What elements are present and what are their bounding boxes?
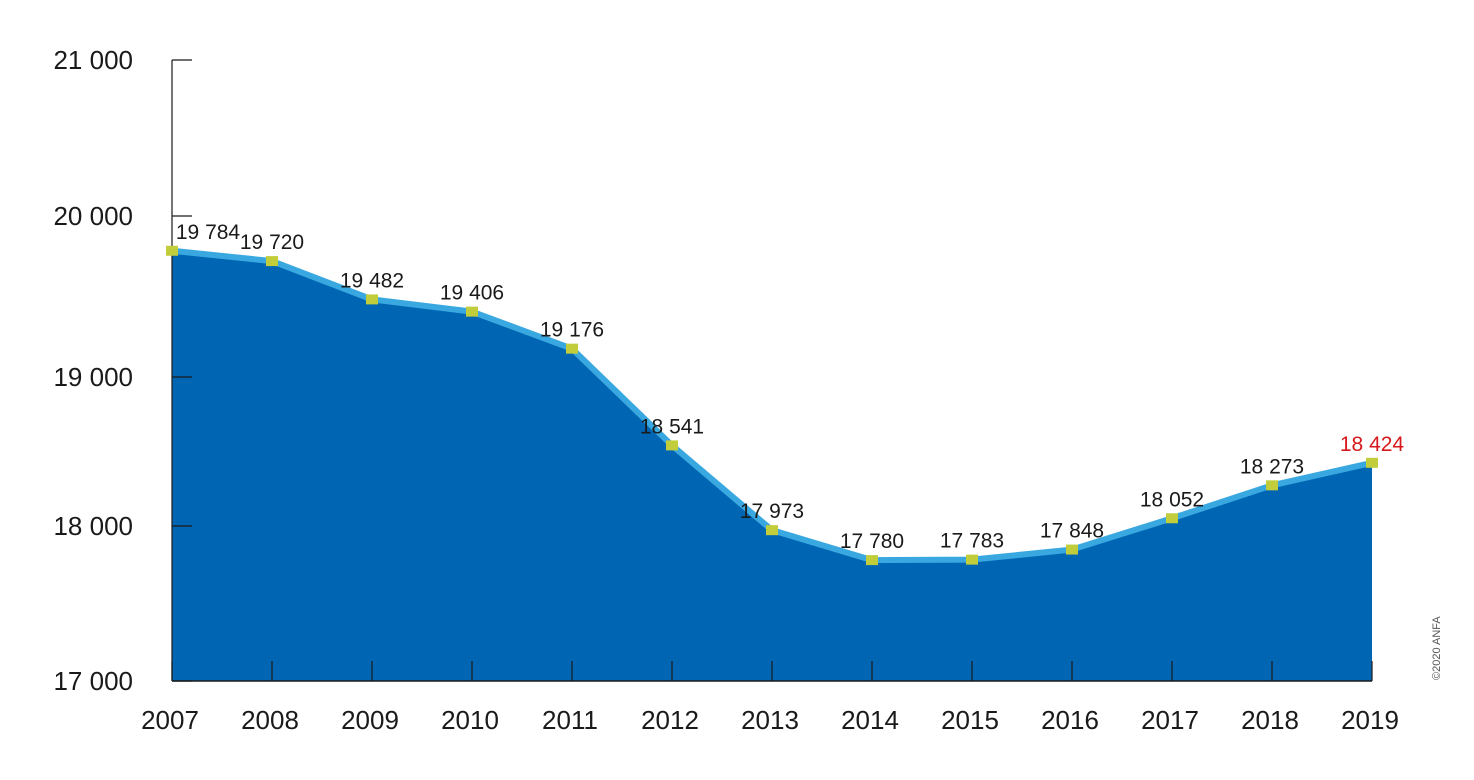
data-point xyxy=(166,245,178,256)
data-label: 18 424 xyxy=(1340,433,1405,456)
label-layer: 19 784 19 720 19 482 19 406 19 176 18 541 17 9… xyxy=(176,221,1405,553)
data-point xyxy=(466,306,478,317)
data-label: 19 720 xyxy=(240,231,304,254)
x-tick-label: 2009 xyxy=(341,705,399,735)
x-tick-label: 2010 xyxy=(441,705,499,735)
data-point xyxy=(1266,480,1278,491)
data-point xyxy=(866,555,878,566)
x-tick-label: 2014 xyxy=(841,705,899,735)
data-label: 18 273 xyxy=(1240,455,1304,478)
y-tick-label: 19 000 xyxy=(53,362,133,392)
area-layer xyxy=(172,250,1372,681)
data-label: 19 406 xyxy=(440,282,504,305)
x-tick-label: 2007 xyxy=(141,705,199,735)
data-label: 19 482 xyxy=(340,269,404,292)
y-tick-label: 20 000 xyxy=(53,201,133,231)
data-point xyxy=(1166,513,1178,524)
x-tick-label: 2017 xyxy=(1141,705,1199,735)
x-tick-label: 2019 xyxy=(1341,705,1399,735)
axes-layer: 17 000 18 000 19 000 20 000 21 000 2007 2008 20… xyxy=(53,45,1398,735)
area-fill xyxy=(172,250,1372,681)
data-label: 18 052 xyxy=(1140,488,1204,511)
data-point xyxy=(1066,544,1078,555)
data-point xyxy=(566,343,578,354)
copyright-credit: ©2020 ANFA xyxy=(1431,616,1443,680)
data-label: 17 780 xyxy=(840,530,904,553)
data-label: 17 973 xyxy=(740,500,804,523)
x-tick-label: 2016 xyxy=(1041,705,1099,735)
data-point xyxy=(766,525,778,536)
x-tick-label: 2008 xyxy=(241,705,299,735)
data-point xyxy=(966,554,978,565)
data-label: 18 541 xyxy=(640,415,704,438)
y-tick-label: 18 000 xyxy=(53,511,133,541)
data-label: 17 783 xyxy=(940,530,1004,553)
y-tick-label: 17 000 xyxy=(53,666,133,696)
data-point xyxy=(266,256,278,267)
data-point xyxy=(1366,457,1378,468)
data-label: 19 784 xyxy=(176,221,241,244)
data-label: 19 176 xyxy=(540,319,604,342)
x-tick-label: 2011 xyxy=(542,705,598,735)
data-point xyxy=(666,440,678,451)
data-point xyxy=(366,294,378,305)
x-tick-label: 2018 xyxy=(1241,705,1299,735)
x-tick-label: 2013 xyxy=(741,705,799,735)
data-label: 17 848 xyxy=(1040,520,1104,543)
x-tick-label: 2015 xyxy=(941,705,999,735)
x-tick-label: 2012 xyxy=(641,705,699,735)
marker-layer xyxy=(166,245,1378,566)
y-tick-label: 21 000 xyxy=(53,45,133,75)
